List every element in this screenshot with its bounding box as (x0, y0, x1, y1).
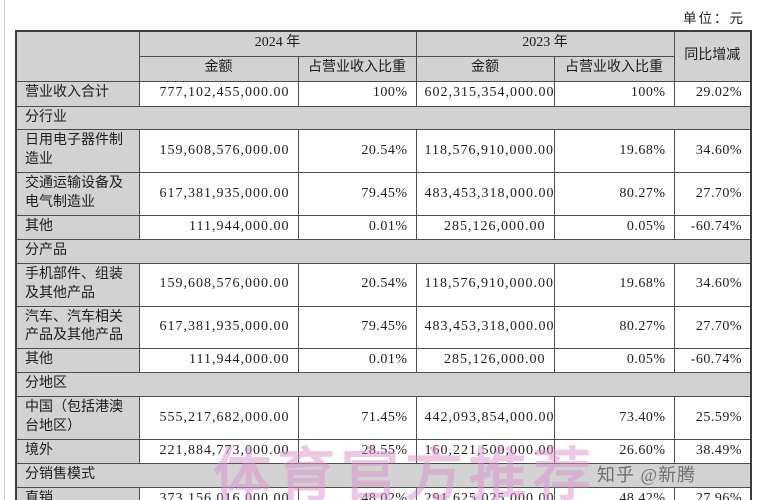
table-header: 2024 年 2023 年 同比增减 金额 占营业收入比重 金额 占营业收入比重 (15, 30, 752, 82)
section-row: 分行业 (15, 105, 752, 131)
proportion-2024: 79.45% (297, 172, 417, 216)
amount-2023: 285,126,000.00 (415, 214, 555, 240)
section-label: 分产品 (15, 238, 752, 264)
proportion-2023: 19.68% (553, 129, 675, 174)
row-label: 直销 (15, 486, 140, 500)
amount-2023: 160,221,500,000.00 (415, 438, 555, 464)
header-proportion-2024: 占营业收入比重 (297, 55, 417, 82)
proportion-2023: 0.05% (553, 348, 675, 374)
table-row: 境外 221,884,773,000.00 28.55% 160,221,500,00… (15, 438, 752, 464)
section-row: 分产品 (15, 238, 752, 264)
section-row: 分地区 (15, 372, 752, 398)
amount-2023: 483,453,318,000.00 (415, 172, 555, 216)
proportion-2023: 100% (553, 80, 675, 107)
proportion-2023: 80.27% (553, 305, 675, 350)
section-label: 分地区 (15, 372, 752, 398)
amount-2023: 285,126,000.00 (415, 348, 555, 374)
table-row: 直销 373,156,016,000.00 48.02% 291,625,025,00… (15, 486, 752, 500)
row-label: 中国（包括港澳台地区） (15, 396, 140, 440)
header-year-2024: 2024 年 (138, 30, 417, 57)
proportion-2024: 71.45% (297, 396, 417, 440)
amount-2023: 442,093,854,000.00 (415, 396, 555, 440)
page-edge-line (4, 0, 5, 500)
table-row: 营业收入合计 777,102,455,000.00 100% 602,315,354,… (15, 80, 752, 107)
amount-2024: 617,381,935,000.00 (138, 172, 299, 216)
amount-2023: 291,625,025,000.00 (415, 486, 555, 500)
proportion-2024: 0.01% (297, 348, 417, 374)
header-amount-2024: 金额 (138, 55, 299, 82)
proportion-2024: 0.01% (297, 214, 417, 240)
yoy-change: 38.49% (673, 438, 752, 464)
row-label: 日用电子器件制造业 (15, 129, 140, 174)
yoy-change: -60.74% (673, 214, 752, 240)
table-row: 交通运输设备及电气制造业 617,381,935,000.00 79.45% 483,… (15, 172, 752, 216)
amount-2024: 777,102,455,000.00 (138, 80, 299, 107)
header-proportion-2023: 占营业收入比重 (553, 55, 675, 82)
table-row: 其他 111,944,000.00 0.01% 285,126,000.00 0.05%… (15, 214, 752, 240)
amount-2023: 118,576,910,000.00 (415, 129, 555, 174)
amount-2023: 602,315,354,000.00 (415, 80, 555, 107)
row-label: 手机部件、组装及其他产品 (15, 262, 140, 307)
revenue-breakdown-table: 2024 年 2023 年 同比增减 金额 占营业收入比重 金额 占营业收入比重… (15, 30, 752, 500)
proportion-2024: 20.54% (297, 262, 417, 307)
row-label: 境外 (15, 438, 140, 464)
proportion-2024: 100% (297, 80, 417, 107)
section-row: 分销售模式 (15, 462, 752, 488)
section-label: 分销售模式 (15, 462, 752, 488)
header-yoy-change: 同比增减 (673, 30, 752, 82)
amount-2024: 159,608,576,000.00 (138, 129, 299, 174)
proportion-2023: 73.40% (553, 396, 675, 440)
amount-2024: 617,381,935,000.00 (138, 305, 299, 350)
amount-2024: 159,608,576,000.00 (138, 262, 299, 307)
header-row-metrics: 金额 占营业收入比重 金额 占营业收入比重 (16, 55, 751, 82)
amount-2024: 373,156,016,000.00 (138, 486, 299, 500)
yoy-change: 25.59% (673, 396, 752, 440)
yoy-change: 27.70% (673, 305, 752, 350)
amount-2024: 555,217,682,000.00 (138, 396, 299, 440)
proportion-2024: 28.55% (297, 438, 417, 464)
proportion-2024: 20.54% (297, 129, 417, 174)
yoy-change: 29.02% (673, 80, 752, 107)
yoy-change: 27.96% (673, 486, 752, 500)
table-row: 中国（包括港澳台地区） 555,217,682,000.00 71.45% 442,0… (15, 396, 752, 440)
table-row: 手机部件、组装及其他产品 159,608,576,000.00 20.54% 118,… (15, 262, 752, 307)
proportion-2023: 19.68% (553, 262, 675, 307)
section-label: 分行业 (15, 105, 752, 131)
yoy-change: 34.60% (673, 129, 752, 174)
row-label: 营业收入合计 (15, 80, 140, 107)
row-label: 交通运输设备及电气制造业 (15, 172, 140, 216)
proportion-2023: 0.05% (553, 214, 675, 240)
yoy-change: 27.70% (673, 172, 752, 216)
row-label: 汽车、汽车相关产品及其他产品 (15, 305, 140, 350)
yoy-change: -60.74% (673, 348, 752, 374)
amount-2024: 221,884,773,000.00 (138, 438, 299, 464)
header-row-years: 2024 年 2023 年 同比增减 (15, 30, 752, 82)
table-row: 日用电子器件制造业 159,608,576,000.00 20.54% 118,576… (15, 129, 752, 174)
proportion-2023: 26.60% (553, 438, 675, 464)
table-row: 其他 111,944,000.00 0.01% 285,126,000.00 0.05%… (15, 348, 752, 374)
proportion-2024: 48.02% (297, 486, 417, 500)
header-year-2023: 2023 年 (415, 30, 675, 57)
yoy-change: 34.60% (673, 262, 752, 307)
unit-label: 单位：元 (683, 11, 745, 26)
proportion-2024: 79.45% (297, 305, 417, 350)
row-label: 其他 (15, 214, 140, 240)
table-row: 汽车、汽车相关产品及其他产品 617,381,935,000.00 79.45% 48… (15, 305, 752, 350)
corner-header-cell (15, 30, 140, 82)
amount-2024: 111,944,000.00 (138, 348, 299, 374)
amount-2024: 111,944,000.00 (138, 214, 299, 240)
proportion-2023: 80.27% (553, 172, 675, 216)
table-body: 营业收入合计 777,102,455,000.00 100% 602,315,354,… (15, 80, 752, 500)
amount-2023: 483,453,318,000.00 (415, 305, 555, 350)
header-amount-2023: 金额 (415, 55, 555, 82)
amount-2023: 118,576,910,000.00 (415, 262, 555, 307)
proportion-2023: 48.42% (553, 486, 675, 500)
row-label: 其他 (15, 348, 140, 374)
